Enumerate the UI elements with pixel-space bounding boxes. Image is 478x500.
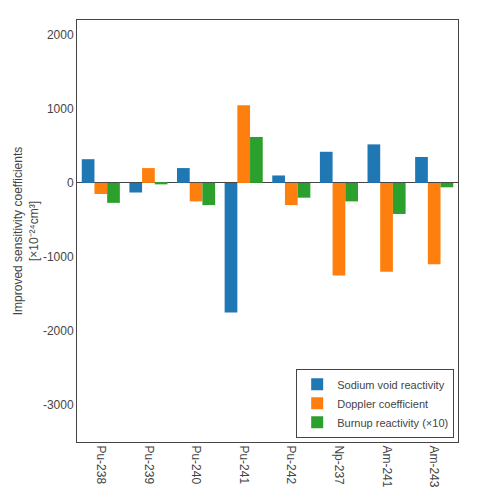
- svg-text:Np-237: Np-237: [332, 445, 346, 485]
- svg-text:-2000: -2000: [43, 324, 74, 338]
- svg-text:Doppler coefficient: Doppler coefficient: [337, 398, 428, 410]
- svg-text:2000: 2000: [47, 28, 74, 42]
- svg-text:Pu-240: Pu-240: [189, 445, 203, 484]
- svg-text:Pu-242: Pu-242: [284, 445, 298, 484]
- svg-text:-1000: -1000: [43, 250, 74, 264]
- svg-text:Pu-241: Pu-241: [237, 445, 251, 484]
- svg-text:Sodium void reactivity: Sodium void reactivity: [337, 379, 444, 391]
- svg-text:1000: 1000: [47, 102, 74, 116]
- svg-text:-3000: -3000: [43, 398, 74, 412]
- svg-text:Pu-238: Pu-238: [94, 445, 108, 484]
- svg-text:0: 0: [67, 176, 74, 190]
- svg-text:Burnup reactivity (×10): Burnup reactivity (×10): [337, 417, 448, 429]
- svg-text:Improved sensitivity coefficie: Improved sensitivity coefficients[×10⁻²⁴…: [11, 147, 41, 316]
- svg-text:Am-243: Am-243: [427, 445, 441, 487]
- svg-text:Am-241: Am-241: [380, 445, 394, 487]
- svg-text:Pu-239: Pu-239: [142, 445, 156, 484]
